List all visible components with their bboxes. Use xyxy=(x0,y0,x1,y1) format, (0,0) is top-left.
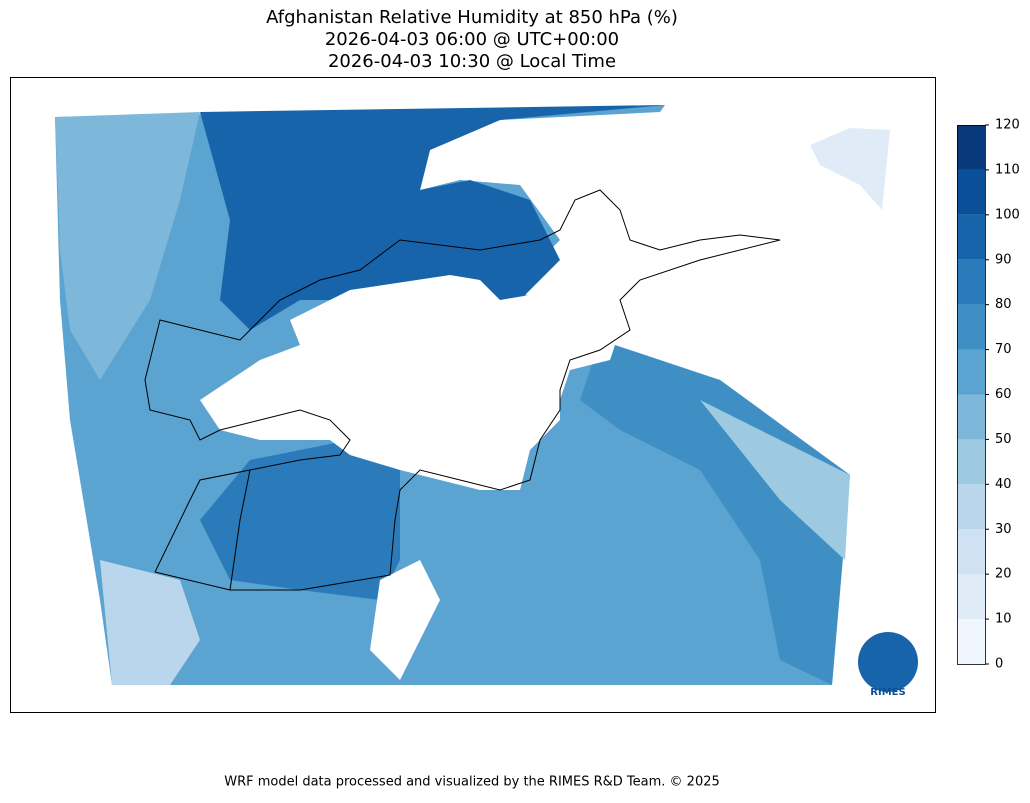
colorbar-tick-label: 70 xyxy=(995,342,1012,357)
colorbar-frame xyxy=(957,125,986,665)
colorbar-tick-label: 120 xyxy=(995,118,1020,133)
colorbar-tick-label: 10 xyxy=(995,612,1012,627)
dry-region xyxy=(370,560,440,680)
humidity-field xyxy=(100,560,200,685)
colorbar-tick-label: 30 xyxy=(995,522,1012,537)
title-line: Afghanistan Relative Humidity at 850 hPa… xyxy=(266,7,678,28)
logo xyxy=(858,632,918,692)
footer: WRF model data processed and visualized … xyxy=(224,775,720,790)
colorbar-segment xyxy=(957,574,985,620)
colorbar-tick-label: 90 xyxy=(995,252,1012,267)
colorbar-segment xyxy=(957,169,985,215)
dry-region xyxy=(200,240,780,490)
colorbar: 0 10 20 30 40 50 60 70 80 90 100 110 120 xyxy=(957,118,1020,672)
colorbar-tick-label: 60 xyxy=(995,387,1012,402)
colorbar-tick-label: 20 xyxy=(995,567,1012,582)
title-line: 2026-04-03 06:00 @ UTC+00:00 xyxy=(325,29,619,50)
title-line: 2026-04-03 10:30 @ Local Time xyxy=(328,51,616,72)
colorbar-tick-label: 110 xyxy=(995,162,1020,177)
colorbar-segment xyxy=(957,214,985,260)
colorbar-segment xyxy=(957,484,985,530)
colorbar-segment xyxy=(957,125,985,170)
colorbar-segment xyxy=(957,529,985,575)
colorbar-segment xyxy=(957,349,985,395)
map: RIMES xyxy=(10,77,936,713)
humidity-field xyxy=(700,400,850,560)
humidity-field xyxy=(55,112,200,380)
colorbar-tick-label: 100 xyxy=(995,207,1020,222)
humidity-field xyxy=(810,128,890,210)
colorbar-segment xyxy=(957,619,985,664)
colorbar-tick-label: 40 xyxy=(995,477,1012,492)
colorbar-segment xyxy=(957,304,985,350)
logo-text: RIMES xyxy=(870,687,905,698)
province-border xyxy=(229,469,251,591)
humidity-field xyxy=(200,105,665,330)
colorbar-segment xyxy=(957,439,985,485)
country-border xyxy=(144,189,781,591)
colorbar-segment xyxy=(957,259,985,305)
colorbar-tick-label: 80 xyxy=(995,297,1012,312)
humidity-field xyxy=(200,440,400,600)
humidity-field xyxy=(580,340,850,685)
colorbar-segment xyxy=(957,394,985,440)
colorbar-tick-label: 50 xyxy=(995,432,1012,447)
colorbar-tick-label: 0 xyxy=(995,657,1003,672)
